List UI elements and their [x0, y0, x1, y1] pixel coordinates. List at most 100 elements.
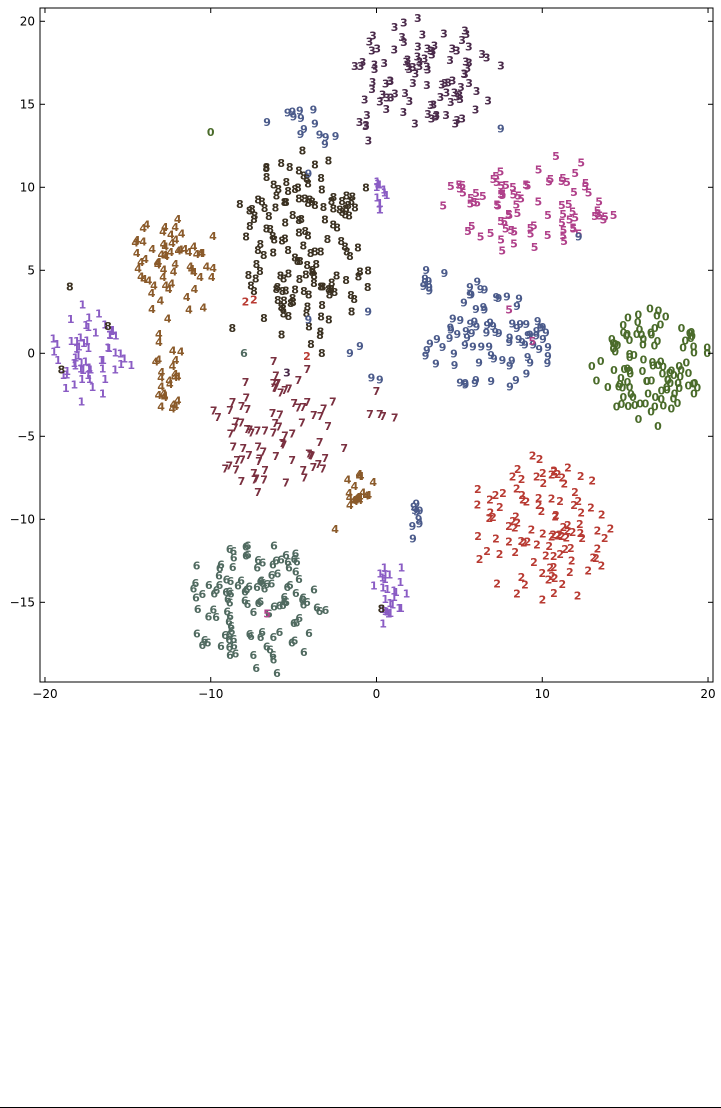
digit-point-8: 8 — [320, 201, 328, 214]
digit-point-8: 8 — [269, 247, 277, 260]
digit-point-9: 9 — [526, 357, 534, 370]
digit-point-2: 2 — [538, 567, 546, 580]
digit-point-8: 8 — [272, 202, 280, 215]
digit-point-2: 2 — [539, 467, 547, 480]
digit-point-5: 5 — [534, 195, 542, 208]
digit-point-3: 3 — [371, 58, 379, 71]
digit-point-4: 4 — [169, 360, 177, 373]
digit-point-9: 9 — [466, 317, 474, 330]
digit-point-9: 9 — [495, 327, 503, 340]
digit-point-8: 8 — [281, 196, 289, 209]
digit-point-1: 1 — [373, 181, 381, 194]
digit-point-3: 3 — [428, 112, 436, 125]
digit-point-3: 3 — [441, 77, 449, 90]
digit-point-7: 7 — [237, 417, 245, 430]
digit-point-2: 2 — [546, 561, 554, 574]
digit-point-8: 8 — [294, 181, 302, 194]
digit-point-5: 5 — [459, 187, 467, 200]
digit-point-5: 5 — [560, 235, 568, 248]
digit-point-4: 4 — [185, 304, 193, 317]
digit-point-8: 8 — [236, 198, 244, 211]
digit-point-2: 2 — [486, 494, 494, 507]
y-tick-label: 15 — [20, 97, 35, 111]
digit-point-8: 8 — [281, 232, 289, 245]
digit-point-8: 8 — [263, 161, 271, 174]
digit-point-0: 0 — [685, 367, 693, 380]
digit-point-3: 3 — [371, 63, 379, 76]
digit-point-4: 4 — [351, 495, 359, 508]
digit-point-0: 0 — [651, 339, 659, 352]
digit-point-8: 8 — [265, 210, 273, 223]
digit-point-9: 9 — [305, 314, 313, 327]
digit-point-6: 6 — [280, 591, 288, 604]
digit-point-0: 0 — [670, 369, 678, 382]
digit-point-4: 4 — [169, 345, 177, 358]
digit-point-0: 0 — [688, 330, 696, 343]
digit-point-7: 7 — [261, 424, 269, 437]
digit-point-7: 7 — [226, 404, 234, 417]
digit-point-6: 6 — [198, 639, 206, 652]
digit-point-6: 6 — [281, 596, 289, 609]
digit-point-1: 1 — [89, 381, 97, 394]
digit-point-6: 6 — [205, 579, 213, 592]
digit-point-8: 8 — [319, 281, 327, 294]
digit-point-5: 5 — [610, 209, 618, 222]
digit-point-8: 8 — [250, 285, 258, 298]
digit-point-1: 1 — [117, 347, 125, 360]
digit-point-0: 0 — [657, 319, 665, 332]
digit-point-3: 3 — [379, 89, 387, 102]
digit-point-3: 3 — [428, 49, 436, 62]
digit-point-8: 8 — [252, 272, 260, 285]
digit-point-1: 1 — [381, 573, 389, 586]
digit-point-5: 5 — [571, 167, 579, 180]
digit-point-4: 4 — [191, 283, 199, 296]
digit-point-0: 0 — [664, 374, 672, 387]
digit-point-0: 0 — [682, 357, 690, 370]
digit-point-1: 1 — [77, 357, 85, 370]
digit-point-6: 6 — [226, 610, 234, 623]
digit-point-7: 7 — [248, 426, 256, 439]
digit-point-2: 2 — [570, 499, 578, 512]
digit-point-2: 2 — [496, 501, 504, 514]
digit-point-2: 2 — [560, 478, 568, 491]
digit-point-2: 2 — [567, 542, 575, 555]
digit-point-2: 2 — [569, 526, 577, 539]
digit-point-9: 9 — [471, 377, 479, 390]
digit-point-7: 7 — [242, 392, 250, 405]
digit-point-0: 0 — [690, 340, 698, 353]
digit-point-2: 2 — [601, 532, 609, 545]
digit-point-0: 0 — [611, 338, 619, 351]
digit-point-9: 9 — [413, 505, 421, 518]
digit-point-0: 0 — [666, 377, 674, 390]
digit-point-0: 0 — [639, 333, 647, 346]
digit-point-4: 4 — [155, 256, 163, 269]
digit-point-5: 5 — [477, 230, 485, 243]
digit-point-4: 4 — [167, 228, 175, 241]
digit-point-0: 0 — [658, 385, 666, 398]
digit-point-6: 6 — [243, 584, 251, 597]
digit-point-3: 3 — [380, 57, 388, 70]
digit-point-0: 0 — [687, 326, 695, 339]
digit-point-2: 2 — [509, 471, 517, 484]
digit-point-9: 9 — [422, 350, 430, 363]
digit-point-7: 7 — [391, 412, 399, 425]
digit-point-2: 2 — [542, 550, 550, 563]
digit-point-0: 0 — [651, 400, 659, 413]
digit-point-3: 3 — [464, 62, 472, 75]
digit-point-4: 4 — [188, 263, 196, 276]
digit-point-7: 7 — [273, 377, 281, 390]
digit-point-2: 2 — [558, 530, 566, 543]
digit-point-6: 6 — [247, 630, 255, 643]
digit-point-4: 4 — [356, 491, 364, 504]
digit-point-9: 9 — [472, 303, 480, 316]
digit-point-0: 0 — [648, 329, 656, 342]
digit-point-8: 8 — [266, 223, 274, 236]
digit-point-0: 0 — [604, 381, 612, 394]
digit-point-0: 0 — [667, 403, 675, 416]
digit-point-2: 2 — [492, 489, 500, 502]
digit-point-6: 6 — [241, 594, 249, 607]
digit-point-2: 2 — [571, 486, 579, 499]
digit-point-8: 8 — [291, 183, 299, 196]
digit-point-6: 6 — [221, 629, 229, 642]
